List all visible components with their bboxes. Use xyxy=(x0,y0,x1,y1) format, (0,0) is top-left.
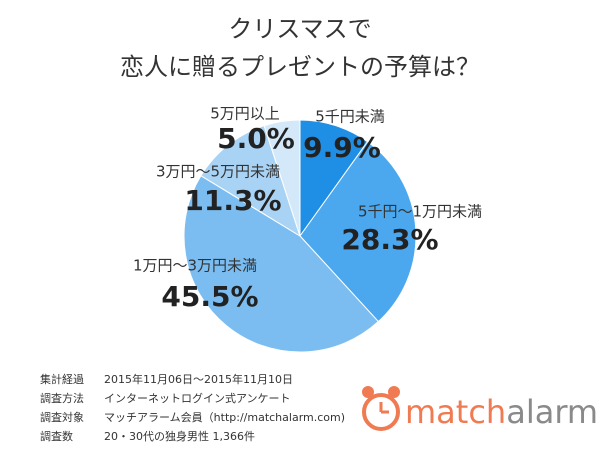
slice-value-label: 45.5% xyxy=(161,280,258,313)
pie-slice xyxy=(263,119,301,237)
logo-text: matchalarm xyxy=(405,393,598,431)
slice-category-label: 5千円～1万円未満 xyxy=(358,203,482,221)
note-label: 調査対象 xyxy=(40,410,84,424)
note-label: 調査方法 xyxy=(40,391,84,405)
slice-value-label: 11.3% xyxy=(184,184,281,217)
note-label: 集計経過 xyxy=(40,372,84,386)
pie-slice xyxy=(200,125,301,238)
logo-part: alarm xyxy=(506,393,598,431)
slice-category-label: 5千円未満 xyxy=(315,108,385,126)
note-value: 2015年11月06日～2015年11月10日 xyxy=(104,372,293,386)
slice-category-label: 5万円以上 xyxy=(210,105,280,123)
slice-value-label: 28.3% xyxy=(341,223,438,256)
chart-title: クリスマスで xyxy=(228,15,371,43)
note-value: インターネットログイン式アンケート xyxy=(104,391,291,405)
slice-category-label: 3万円～5万円未満 xyxy=(156,163,280,181)
slice-category-label: 1万円～3万円未満 xyxy=(133,257,257,275)
pie-slice xyxy=(299,119,369,238)
chart-title: 恋人に贈るプレゼントの予算は？ xyxy=(120,53,480,81)
logo-part: match xyxy=(405,393,506,431)
slice-value-label: 5.0% xyxy=(217,122,295,155)
note-value: マッチアラーム会員（http://matchalarm.com) xyxy=(104,411,345,424)
note-label: 調査数 xyxy=(40,429,73,443)
slice-value-label: 9.9% xyxy=(303,131,381,164)
pie-slice xyxy=(183,175,380,353)
pie-slice xyxy=(299,141,417,323)
logo-icon xyxy=(362,386,400,431)
note-value: 20・30代の独身男性 1,366件 xyxy=(104,429,255,443)
